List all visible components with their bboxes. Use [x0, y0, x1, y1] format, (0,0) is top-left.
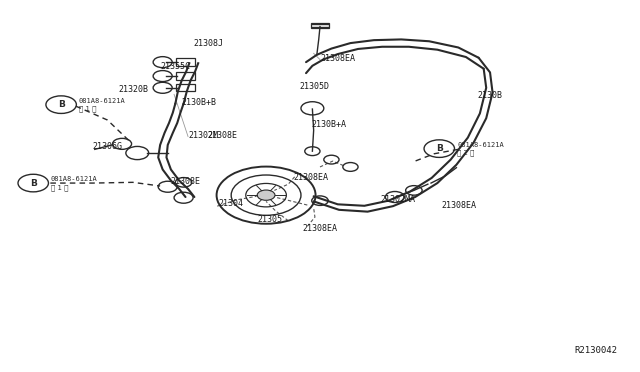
Text: 21320B: 21320B — [118, 86, 148, 94]
Text: 21302M: 21302M — [188, 131, 218, 140]
Text: 21308E: 21308E — [171, 177, 201, 186]
Text: 081A8-6121A: 081A8-6121A — [51, 176, 98, 182]
Text: 〈 1 〉: 〈 1 〉 — [51, 184, 68, 191]
Text: 21305D: 21305D — [300, 82, 330, 91]
Bar — [311, 23, 329, 28]
Text: 21308EA: 21308EA — [302, 224, 337, 232]
Text: 2130B: 2130B — [477, 91, 502, 100]
Text: B: B — [58, 100, 65, 109]
Text: 2130B+B: 2130B+B — [182, 98, 217, 107]
Bar — [176, 73, 195, 80]
Text: 21308EA: 21308EA — [293, 173, 328, 182]
Text: 21308J: 21308J — [193, 39, 223, 48]
Text: 21304: 21304 — [218, 199, 243, 208]
Circle shape — [257, 190, 275, 200]
Text: 21308E: 21308E — [207, 131, 237, 140]
Text: 21302MA: 21302MA — [381, 195, 416, 205]
Text: 〈 2 〉: 〈 2 〉 — [457, 150, 474, 156]
Text: 21355C: 21355C — [160, 62, 190, 71]
Text: B: B — [30, 179, 36, 187]
Text: 21308EA: 21308EA — [320, 54, 355, 63]
Text: R2130042: R2130042 — [574, 346, 617, 355]
Text: B: B — [436, 144, 443, 153]
Text: 2130B+A: 2130B+A — [311, 120, 346, 129]
Text: 21308EA: 21308EA — [442, 201, 477, 209]
Text: 21305: 21305 — [258, 215, 283, 224]
Text: 081A8-6121A: 081A8-6121A — [79, 98, 125, 104]
Bar — [176, 58, 195, 66]
Bar — [176, 84, 195, 92]
Text: 21306G: 21306G — [93, 142, 123, 151]
Text: 〈 1 〉: 〈 1 〉 — [79, 106, 97, 112]
Text: 081A8-6121A: 081A8-6121A — [457, 142, 504, 148]
